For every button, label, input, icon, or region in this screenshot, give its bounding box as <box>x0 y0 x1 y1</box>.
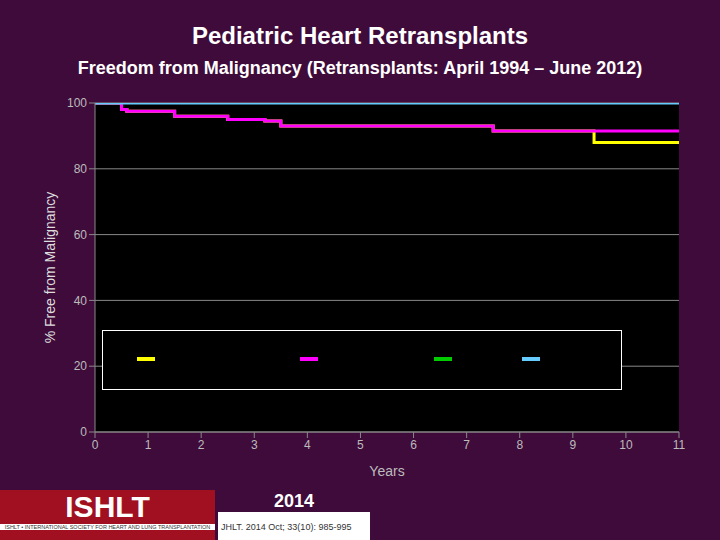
html-text:Freedom from Malignancy (Retra: Freedom from Malignancy (Retransplants: … <box>77 58 643 78</box>
svg-text:11: 11 <box>673 438 686 452</box>
html-text:ISHLT • INTERNATIONAL SOCIETY: ISHLT • INTERNATIONAL SOCIETY FOR HEART … <box>4 524 211 530</box>
svg-text:8: 8 <box>516 438 523 452</box>
svg-text:20: 20 <box>74 359 88 373</box>
svg-text:100: 100 <box>67 96 87 110</box>
svg-text:7: 7 <box>463 438 470 452</box>
svg-text:Years: Years <box>369 463 404 479</box>
svg-text:40: 40 <box>74 294 88 308</box>
svg-text:6: 6 <box>410 438 417 452</box>
svg-text:80: 80 <box>74 162 88 176</box>
svg-text:0: 0 <box>92 438 99 452</box>
svg-text:1: 1 <box>145 438 152 452</box>
html-text:ISHLT: ISHLT <box>65 490 150 523</box>
svg-text:5: 5 <box>357 438 364 452</box>
svg-text:4: 4 <box>304 438 311 452</box>
svg-text:3: 3 <box>251 438 258 452</box>
svg-text:% Free from Malignancy: % Free from Malignancy <box>42 192 58 344</box>
svg-text:0: 0 <box>80 425 87 439</box>
svg-text:60: 60 <box>74 228 88 242</box>
html-text:Pediatric Heart Retransplants: Pediatric Heart Retransplants <box>191 22 529 49</box>
svg-text:2: 2 <box>198 438 205 452</box>
svg-text:9: 9 <box>569 438 576 452</box>
html-text:2014: 2014 <box>274 491 314 511</box>
svg-text:10: 10 <box>619 438 633 452</box>
html-text:JHLT. 2014 Oct; 33(10): 985-99: JHLT. 2014 Oct; 33(10): 985-995 <box>221 522 352 532</box>
